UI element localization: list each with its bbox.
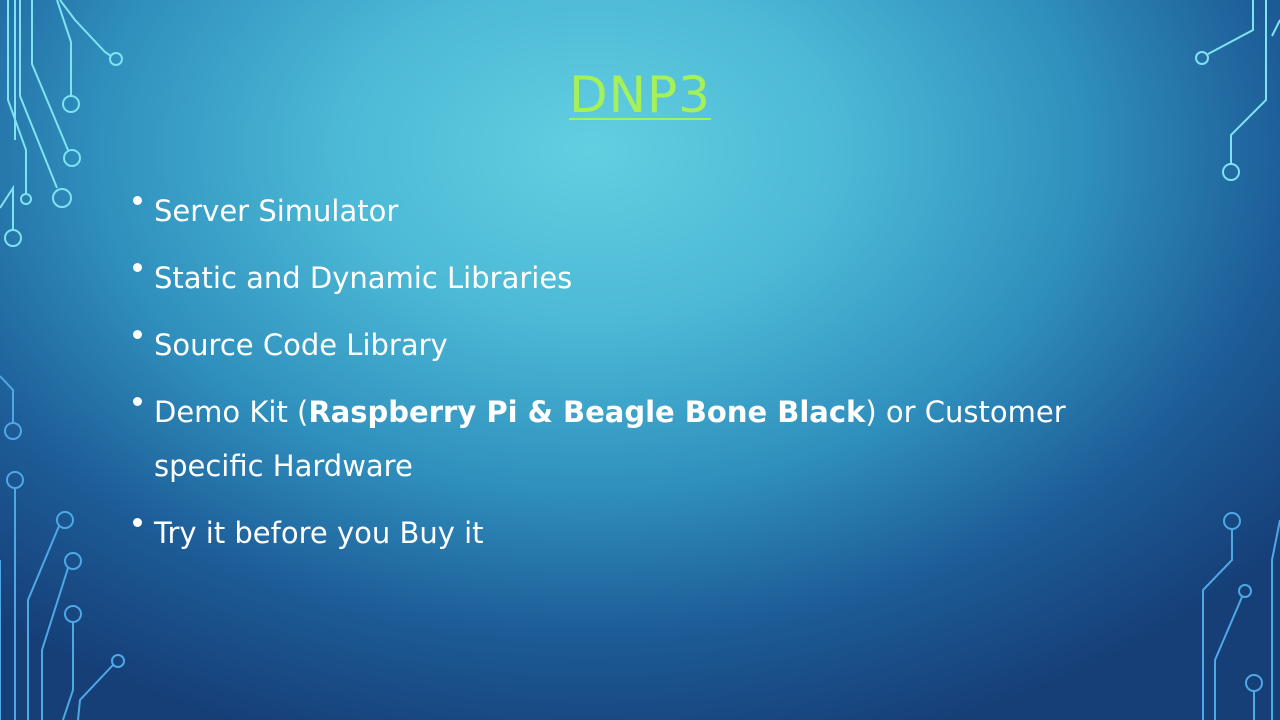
bullet-list: Server Simulator Static and Dynamic Libr… <box>130 184 1090 573</box>
bullet-item: Source Code Library <box>130 318 1090 372</box>
bullet-item: Server Simulator <box>130 184 1090 238</box>
bullet-text: Try it before you Buy it <box>154 516 484 550</box>
circuit-lines-left-top <box>0 0 123 247</box>
slide-title: DNP3 <box>569 65 711 124</box>
bullet-text-prefix: Demo Kit ( <box>154 395 309 429</box>
circuit-lines-left-bottom <box>0 375 125 720</box>
bullet-text: Server Simulator <box>154 194 399 228</box>
bullet-item: Static and Dynamic Libraries <box>130 251 1090 305</box>
bullet-text: Static and Dynamic Libraries <box>154 261 573 295</box>
bullet-text: Source Code Library <box>154 328 448 362</box>
circuit-lines-right-bottom <box>1202 512 1280 720</box>
bullet-item: Demo Kit (Raspberry Pi & Beagle Bone Bla… <box>130 385 1090 493</box>
circuit-lines-right-top <box>1195 0 1280 181</box>
bullet-text-bold: Raspberry Pi & Beagle Bone Black <box>308 395 866 429</box>
bullet-text-suffix: ) or Customer specific Hardware <box>154 395 1066 483</box>
bullet-item: Try it before you Buy it <box>130 506 1090 560</box>
